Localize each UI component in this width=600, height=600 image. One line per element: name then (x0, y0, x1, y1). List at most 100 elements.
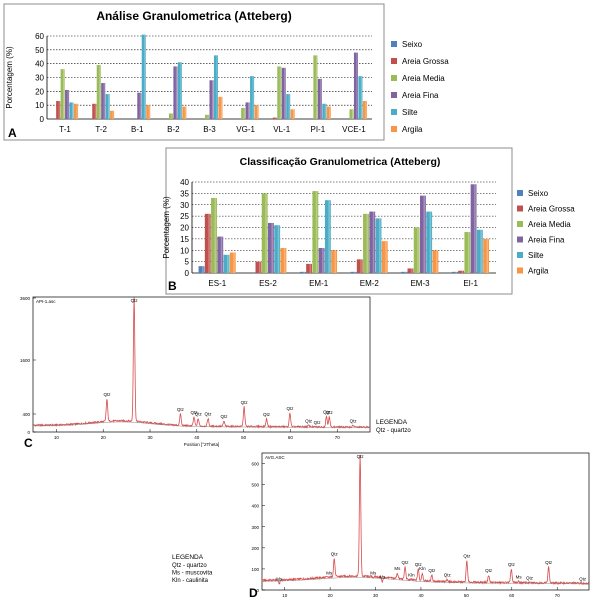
bar (317, 78, 322, 119)
xrd-panel-D: 010020030040050060010203040506070Positio… (172, 452, 590, 600)
bar-highlight (360, 76, 362, 119)
x-tick-label: 60 (288, 435, 294, 440)
peak-label: Qtz (205, 412, 213, 417)
bar-highlight (356, 52, 358, 119)
bar (356, 259, 363, 273)
bar-highlight (354, 271, 356, 273)
y-tick-label: 20 (35, 87, 44, 96)
x-tick-label: 70 (555, 593, 561, 598)
legend-entry: Seixo (528, 189, 549, 198)
peak-label: Qtz (331, 551, 339, 556)
bar (229, 252, 236, 273)
legend-swatch (517, 267, 523, 274)
bar-highlight (184, 106, 186, 119)
y-tick-label: 30 (180, 201, 189, 210)
legend-swatch (517, 236, 523, 243)
bar-highlight (315, 55, 317, 119)
y-tick-label: 35 (180, 189, 189, 198)
bar-highlight (360, 259, 362, 273)
legend-entry: Seixo (402, 40, 423, 49)
legend-swatch (517, 205, 523, 212)
bar (413, 227, 420, 273)
bar (274, 225, 281, 273)
bar-highlight (71, 102, 74, 119)
x-tick-label: EM-1 (309, 279, 329, 288)
panel-label: C (24, 436, 33, 450)
legend-swatch (391, 58, 397, 64)
peak-label: Qtz (191, 410, 199, 415)
bar-highlight (171, 113, 173, 119)
bar-highlight (429, 211, 432, 273)
bar (381, 241, 388, 273)
peak-label: Qtz (103, 392, 111, 397)
bar (204, 213, 211, 273)
bar-highlight (455, 271, 457, 273)
peak-label: Qtz (350, 418, 358, 423)
x-tick-label: ES-2 (259, 279, 277, 288)
panel-label: B (168, 279, 177, 293)
bar (173, 66, 178, 119)
peak-label: Ms (370, 570, 377, 575)
legend-item: Qtz - quartzo (172, 563, 207, 569)
peak-label: Qtz (263, 412, 271, 417)
peak-label: Qtz (286, 406, 294, 411)
bar-highlight (351, 109, 354, 119)
x-tick-label: VL-1 (273, 125, 290, 134)
x-tick-label: 10 (54, 435, 60, 440)
bar-highlight (385, 241, 387, 273)
bar-highlight (480, 229, 482, 273)
bar-highlight (148, 105, 150, 119)
bar (426, 211, 433, 273)
x-tick-label: 30 (148, 435, 154, 440)
bar (322, 103, 327, 119)
bar (483, 238, 490, 273)
legend-item: Qtz - quartzo (376, 428, 411, 434)
x-tick-label: VG-1 (236, 125, 255, 134)
legend-swatch (391, 109, 397, 115)
peak-label: Ms (379, 575, 386, 580)
y-tick-label: 600 (251, 462, 259, 467)
bar-highlight (103, 83, 105, 119)
y-tick-label: 0 (40, 115, 45, 124)
y-tick-label: 30 (35, 74, 44, 83)
bar-highlight (216, 55, 218, 119)
bar-highlight (112, 110, 114, 119)
bar (205, 114, 210, 119)
y-tick-label: 5 (185, 258, 190, 267)
bar (313, 55, 318, 119)
background-line (261, 577, 590, 585)
bar (261, 193, 268, 273)
bar (110, 110, 115, 119)
bar (286, 94, 291, 119)
bar (255, 261, 262, 273)
background-line (33, 421, 371, 428)
plot-frame (32, 296, 371, 433)
bar (73, 103, 79, 119)
bar-highlight (293, 109, 295, 119)
bar (223, 254, 230, 273)
peak-label: Qtz (508, 562, 516, 567)
bar-highlight (474, 184, 476, 273)
bar-highlight (315, 191, 318, 273)
legend-title: LEGENDA (376, 419, 408, 426)
bar-highlight (365, 101, 367, 119)
bar (464, 232, 471, 273)
bar-highlight (467, 232, 470, 273)
y-tick-label: 40 (180, 178, 189, 187)
bar-highlight (279, 66, 281, 119)
y-tick-label: 500 (251, 483, 259, 488)
legend-entry: Argila (402, 125, 423, 134)
bar (299, 271, 306, 273)
bar-highlight (207, 114, 209, 119)
bar (407, 268, 414, 273)
bar (60, 69, 65, 119)
bar-highlight (58, 101, 60, 119)
bar-highlight (283, 247, 286, 273)
bar-highlight (404, 271, 407, 273)
y-tick-label: 200 (251, 546, 259, 551)
legend-entry: Areia Media (402, 74, 445, 83)
bar-highlight (108, 94, 110, 119)
peak-label: Qtz (579, 577, 587, 582)
bar (432, 250, 439, 273)
